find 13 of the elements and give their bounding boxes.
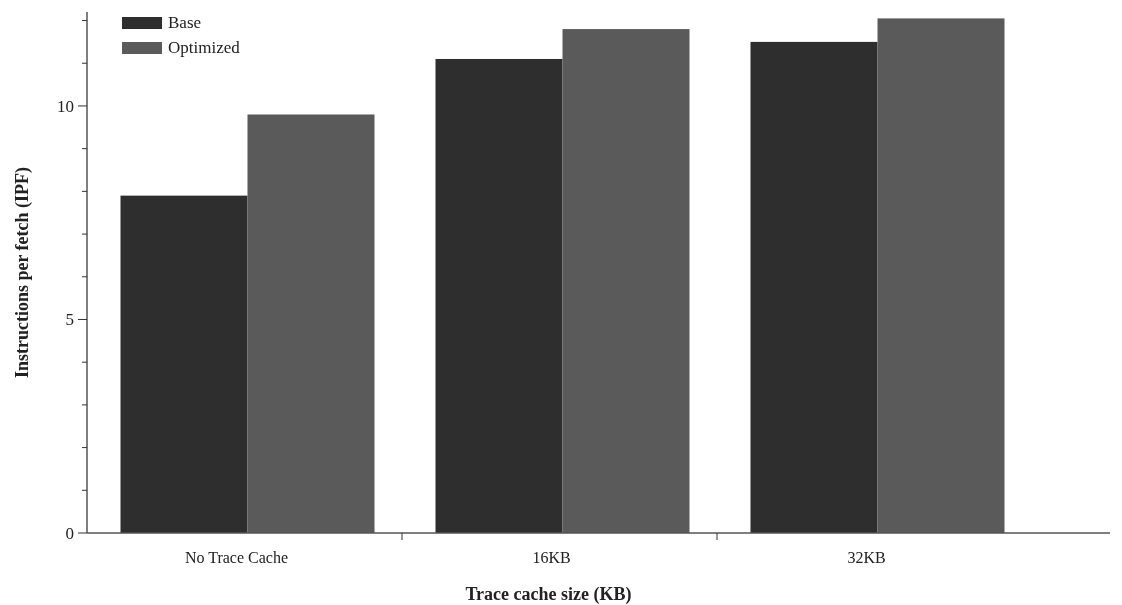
bar (120, 195, 248, 533)
y-tick-label: 10 (57, 96, 74, 116)
bar (435, 58, 563, 533)
x-tick-label: 16KB (532, 549, 571, 566)
y-tick-label: 0 (65, 523, 74, 543)
legend-label: Optimized (168, 37, 240, 58)
y-tick-label: 5 (65, 310, 74, 330)
y-axis-title: Instructions per fetch (IPF) (12, 166, 33, 379)
x-tick-label: 32KB (847, 549, 886, 566)
bar (750, 41, 878, 533)
legend-label: Base (168, 12, 202, 33)
x-tick-label: No Trace Cache (184, 549, 289, 566)
x-axis-title: Trace cache size (KB) (465, 584, 632, 605)
